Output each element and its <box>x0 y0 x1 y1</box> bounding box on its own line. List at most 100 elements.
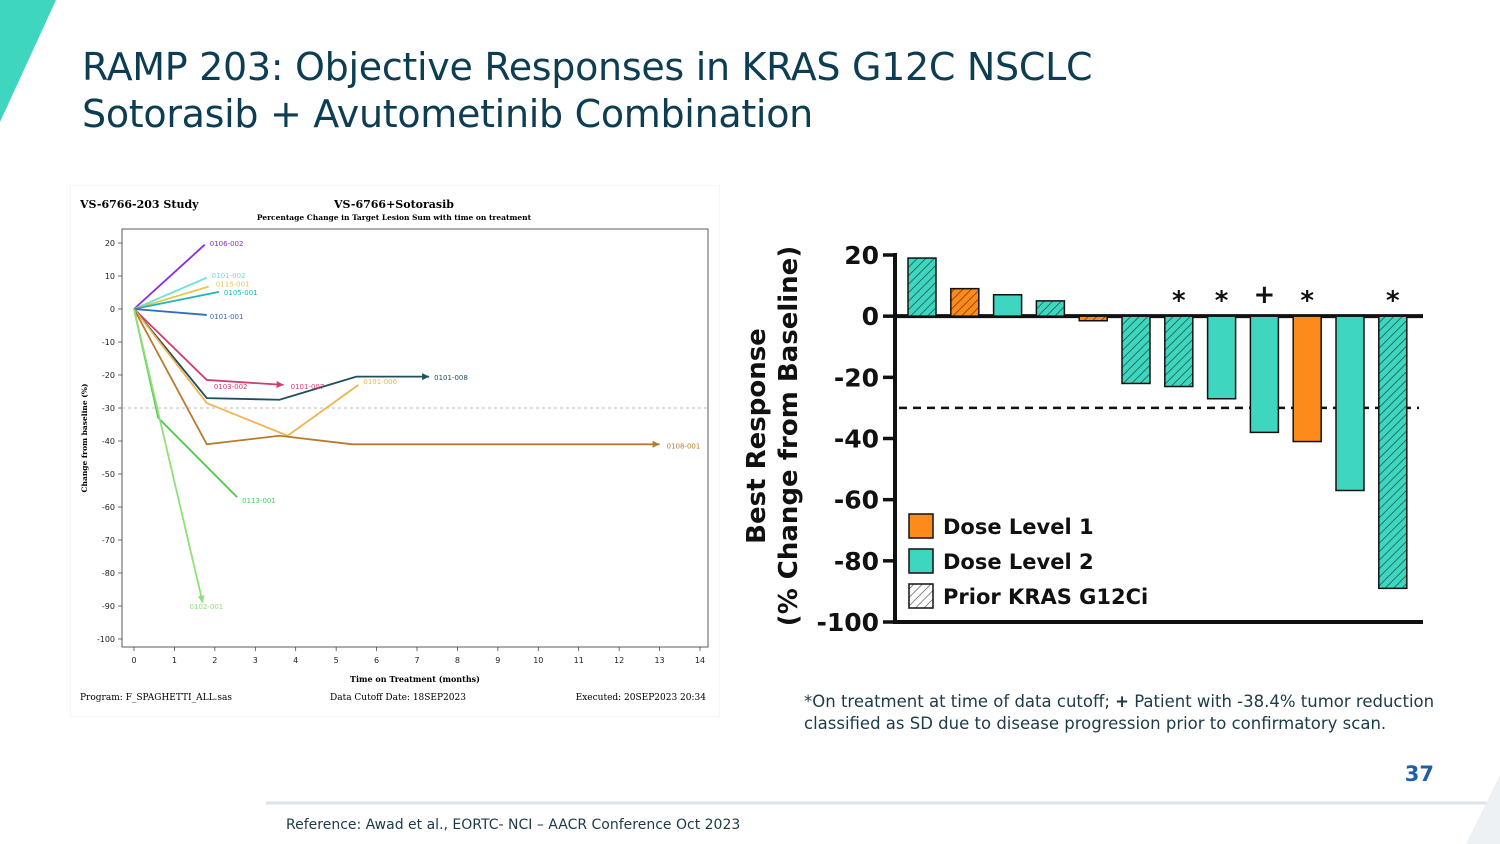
x-tick-label: 8 <box>455 656 460 665</box>
y-tick-label: -20 <box>102 371 115 380</box>
legend-swatch <box>908 513 934 539</box>
plot-area <box>121 228 709 648</box>
waterfall-y-tick-label: -100 <box>816 608 879 637</box>
line-label: 0101-006 <box>363 378 397 386</box>
series-line-0105-001 <box>133 290 220 310</box>
x-tick-label: 6 <box>374 656 379 665</box>
waterfall-y-tick-label: 0 <box>862 302 879 331</box>
y-tick-label: 0 <box>110 305 115 314</box>
legend-label: Dose Level 1 <box>943 515 1094 539</box>
waterfall-plot: Best Response (% Change from Baseline) 2… <box>742 241 1423 637</box>
line-label: 0101-007 <box>291 383 325 391</box>
x-tick-label: 4 <box>293 656 298 665</box>
y-tick-label: -40 <box>102 437 115 446</box>
x-tick-label: 3 <box>253 656 258 665</box>
series-line-0103-002 <box>133 308 284 386</box>
footer-corner-shape <box>1466 775 1500 844</box>
footnote: *On treatment at time of data cutoff; + … <box>804 691 1464 735</box>
y-tick-label: -80 <box>102 569 115 578</box>
waterfall-bar <box>1378 315 1408 590</box>
waterfall-y-tick-label: -20 <box>834 363 879 392</box>
x-tick-label: 1 <box>172 656 177 665</box>
y-tick-label: -50 <box>102 470 115 479</box>
line-label: 0101-008 <box>434 374 468 382</box>
series-line-0108-001 <box>133 308 660 446</box>
title-line-1: RAMP 203: Objective Responses in KRAS G1… <box>82 45 1093 89</box>
footnote-plus-symbol: + <box>1115 692 1129 711</box>
line-label: 0115-001 <box>216 280 250 288</box>
x-axis-label: Time on Treatment (months) <box>350 674 480 684</box>
line-label: 0101-001 <box>210 313 244 321</box>
waterfall-bar <box>1035 300 1066 317</box>
x-tick-label: 13 <box>654 656 664 665</box>
x-tick-label: 2 <box>212 656 217 665</box>
y-tick-label: -70 <box>102 536 115 545</box>
line-label: 0106-002 <box>210 240 244 248</box>
line-label: 0113-001 <box>242 497 276 505</box>
slide-title: RAMP 203: Objective Responses in KRAS G1… <box>82 44 1093 138</box>
waterfall-bar <box>950 287 980 317</box>
x-tick-label: 12 <box>614 656 624 665</box>
series-arrow-0101-007 <box>422 373 430 381</box>
x-tick-label: 14 <box>695 656 705 665</box>
waterfall-bar <box>907 257 937 317</box>
series-line-0101-002 <box>133 276 208 310</box>
waterfall-ylabel-line2: (% Change from Baseline) <box>774 246 804 626</box>
y-tick-label: -100 <box>97 635 115 644</box>
reference: Reference: Awad et al., EORTC- NCI – AAC… <box>286 817 741 833</box>
waterfall-bar <box>1335 315 1365 492</box>
x-tick-label: 7 <box>414 656 419 665</box>
series-line-0101-001 <box>133 308 207 316</box>
waterfall-bar <box>1121 315 1151 385</box>
page-number: 37 <box>1404 762 1434 786</box>
series-arrow-0108-001 <box>652 440 660 448</box>
waterfall-bar <box>1078 315 1108 322</box>
footer-program: Program: F_SPAGHETTI_ALL.sas <box>80 693 232 703</box>
waterfall-marker: * <box>1215 286 1229 316</box>
waterfall-bar <box>1164 315 1194 388</box>
x-tick-label: 9 <box>495 656 500 665</box>
waterfall-bar <box>992 294 1023 317</box>
series-line-0102-001 <box>133 308 204 603</box>
waterfall-bar <box>1249 315 1280 434</box>
footnote-text-2: Patient with -38.4% tumor reduction clas… <box>804 692 1435 733</box>
footer-cutoff: Data Cutoff Date: 18SEP2023 <box>330 693 466 703</box>
waterfall-ylabel-line1: Best Response <box>742 328 772 544</box>
spaghetti-subtitle: Percentage Change in Target Lesion Sum w… <box>257 213 532 222</box>
series-line-0115-001 <box>133 285 210 310</box>
line-label: 0102-001 <box>190 603 224 611</box>
y-tick-label: 20 <box>105 239 115 248</box>
legend-swatch <box>908 583 934 609</box>
footer-executed: Executed: 20SEP2023 20:34 <box>576 693 707 703</box>
series-line-0106-002 <box>133 243 206 310</box>
legend-label: Prior KRAS G12Ci <box>943 585 1148 609</box>
x-tick-label: 11 <box>574 656 584 665</box>
series-arrow-0103-002 <box>276 380 284 388</box>
waterfall-y-tick-label: 20 <box>844 241 879 270</box>
y-tick-label: 10 <box>105 272 115 281</box>
series-line-0101-006 <box>133 308 359 437</box>
y-tick-label: -90 <box>102 602 115 611</box>
title-line-2: Sotorasib + Avutometinib Combination <box>82 92 813 136</box>
waterfall-marker: * <box>1300 286 1314 316</box>
waterfall-bar <box>1292 315 1322 443</box>
x-tick-label: 5 <box>334 656 339 665</box>
footnote-text-1: *On treatment at time of data cutoff; <box>804 692 1116 711</box>
waterfall-bar <box>1206 315 1237 400</box>
study-label: VS-6766-203 Study <box>79 198 199 211</box>
waterfall-marker: + <box>1254 280 1276 310</box>
waterfall-marker: * <box>1386 286 1400 316</box>
x-tick-label: 10 <box>533 656 543 665</box>
waterfall-y-tick-label: -60 <box>834 486 879 515</box>
waterfall-y-tick-label: -80 <box>834 547 879 576</box>
legend-swatch <box>908 548 934 574</box>
y-tick-label: -30 <box>102 404 115 413</box>
spaghetti-title: VS-6766+Sotorasib <box>333 198 454 211</box>
y-tick-label: -60 <box>102 503 115 512</box>
line-label: 0101-002 <box>212 272 246 280</box>
waterfall-marker: * <box>1172 286 1186 316</box>
legend-label: Dose Level 2 <box>943 550 1094 574</box>
x-tick-label: 0 <box>131 656 136 665</box>
